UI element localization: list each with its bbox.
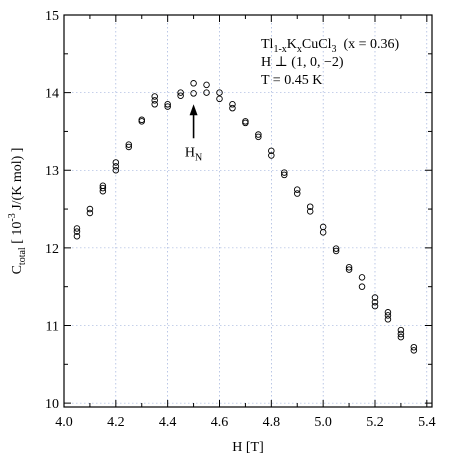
data-point	[410, 343, 418, 351]
data-points	[73, 80, 418, 354]
y-tick-label: 12	[45, 242, 59, 257]
data-point	[384, 309, 392, 316]
data-point	[384, 316, 392, 323]
x-tick-label: 5.2	[366, 415, 384, 430]
data-point	[371, 294, 379, 301]
data-point	[99, 184, 107, 192]
y-tick-label: 14	[45, 87, 59, 102]
hn-label-sub: N	[195, 152, 202, 163]
data-point	[242, 119, 249, 127]
data-point	[73, 228, 81, 235]
data-point	[293, 186, 301, 193]
hn-annotation: HN	[185, 104, 202, 163]
data-point	[73, 225, 81, 232]
data-point	[371, 298, 379, 306]
data-point	[216, 89, 223, 96]
data-point	[306, 208, 314, 215]
data-point	[138, 118, 145, 125]
data-point	[345, 266, 353, 273]
y-tick-label: 15	[45, 9, 59, 24]
y-tick-labels: 10 11 12 13 14 15	[45, 9, 59, 412]
hn-label-base: H	[185, 145, 195, 160]
data-point	[190, 90, 197, 97]
data-point	[281, 171, 288, 179]
data-point	[397, 333, 405, 341]
data-point	[151, 93, 158, 100]
info-temperature: T = 0.45 K	[261, 73, 322, 88]
data-point	[112, 163, 120, 170]
data-point	[332, 247, 340, 255]
data-point	[397, 326, 405, 334]
data-point	[268, 152, 275, 159]
y-axis-title: Ctotal [ 10-3 J/(K mol) ]	[7, 148, 28, 275]
x-tick-label: 4.2	[107, 415, 125, 430]
data-point	[255, 133, 262, 141]
x-tick-label: 4.6	[211, 415, 229, 430]
data-point	[203, 81, 210, 89]
data-point	[151, 97, 158, 104]
hn-label: HN	[185, 145, 202, 163]
data-point	[345, 264, 353, 271]
x-tick-label: 4.8	[263, 415, 281, 430]
x-tick-label: 4.0	[55, 415, 73, 430]
hn-arrow-head	[189, 104, 198, 116]
plot-frame	[63, 14, 433, 408]
data-point	[371, 302, 379, 310]
data-point	[203, 89, 210, 96]
data-point	[216, 95, 223, 103]
y-tick-label: 11	[46, 319, 59, 334]
data-point	[164, 103, 171, 110]
data-point	[358, 283, 366, 290]
data-point	[384, 312, 392, 319]
data-point	[125, 141, 133, 148]
data-point	[99, 187, 107, 195]
data-point	[125, 143, 133, 151]
data-point	[112, 166, 120, 174]
data-point	[293, 190, 301, 197]
data-point	[229, 101, 236, 108]
data-point	[190, 80, 197, 87]
data-point	[281, 169, 288, 176]
data-point	[410, 347, 418, 354]
info-block: Tl1-xKxCuCl3 (x = 0.36) H ⊥ (1, 0, −2) T…	[261, 37, 400, 88]
data-point	[397, 330, 405, 338]
data-point	[255, 131, 262, 138]
data-point	[229, 104, 236, 112]
x-tick-label: 5.4	[418, 415, 436, 430]
data-point	[268, 147, 275, 155]
data-point	[164, 101, 171, 108]
data-point	[319, 229, 327, 236]
data-point	[332, 245, 340, 252]
data-point	[86, 209, 94, 217]
data-point	[86, 205, 94, 213]
data-point	[112, 159, 120, 166]
data-point	[151, 101, 158, 108]
y-tick-label: 13	[45, 164, 59, 179]
x-tick-label: 4.4	[159, 415, 177, 430]
x-tick-labels: 4.0 4.2 4.4 4.6 4.8 5.0 5.2 5.4	[55, 415, 435, 430]
grid-lines	[63, 14, 432, 407]
plot-background	[64, 15, 432, 407]
data-point	[358, 274, 366, 281]
x-axis-title: H [T]	[232, 440, 264, 455]
x-tick-label: 5.0	[314, 415, 332, 430]
y-tick-label: 10	[45, 397, 59, 412]
data-point	[306, 203, 314, 210]
data-point	[73, 232, 81, 240]
data-point	[177, 89, 184, 96]
info-field-direction: H ⊥ (1, 0, −2)	[261, 55, 344, 70]
info-compound: Tl1-xKxCuCl3 (x = 0.36)	[261, 37, 400, 55]
data-point	[177, 92, 184, 99]
